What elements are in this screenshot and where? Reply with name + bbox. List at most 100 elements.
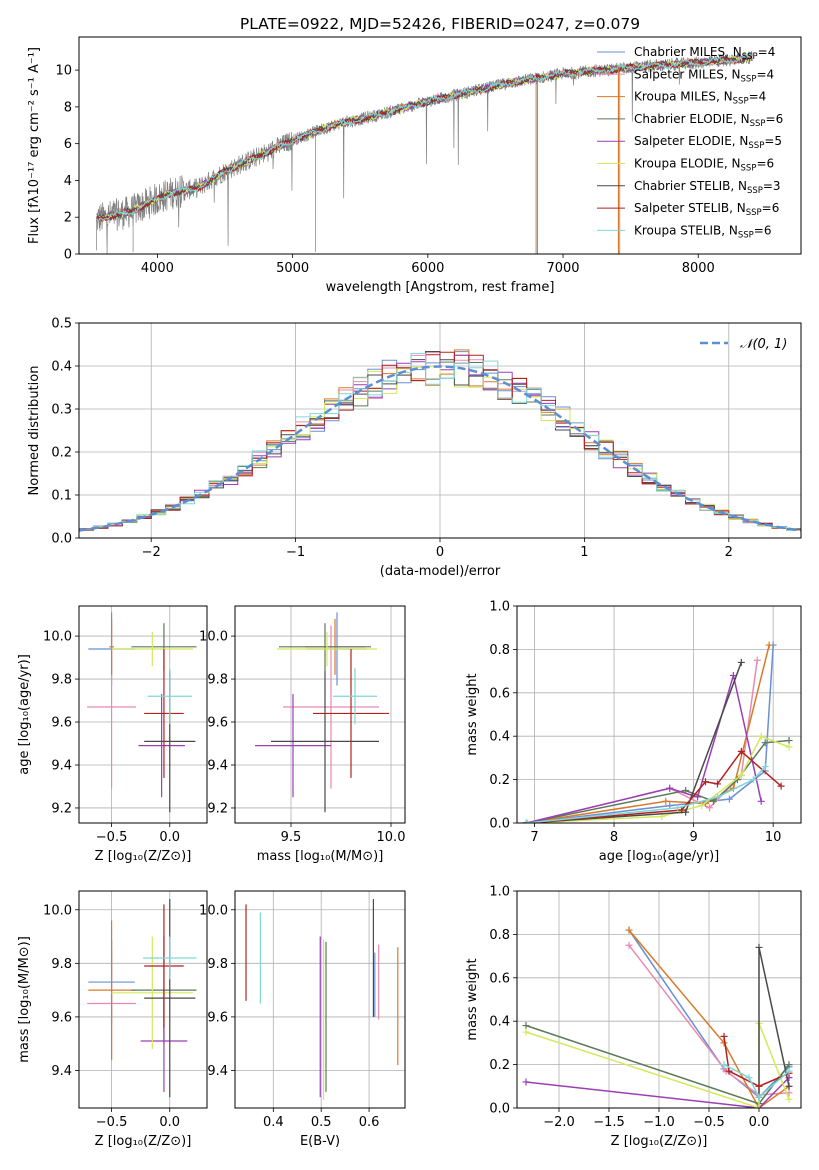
y-axis-label: age [log₁₀(age/yr)] xyxy=(17,654,32,775)
errorbar-point xyxy=(283,625,379,789)
model-spectrum xyxy=(96,53,753,222)
x-axis: −2.0 −1.5 −1.0 −0.5 0.0 xyxy=(543,1108,769,1130)
x-axis-label: mass [log₁₀(M/M⊙)] xyxy=(257,849,384,864)
x-tick-label: 0.0 xyxy=(159,830,180,845)
y-tick-label: 10 xyxy=(55,64,72,79)
weight-marker xyxy=(737,771,745,779)
x-tick-label: 2 xyxy=(725,545,733,560)
errorbar-point xyxy=(143,936,197,980)
errorbar-point xyxy=(277,631,377,667)
weight-marker xyxy=(674,804,682,812)
legend: 𝒩(0, 1) xyxy=(700,337,787,352)
axes-weight-vs-Z: −2.0 −1.5 −1.0 −0.5 0.0 0.0 0.2 0.4 0.6 0.8 1.0 Z [… xyxy=(465,885,802,1149)
weight-marker xyxy=(755,1082,763,1090)
x-tick-label: 4000 xyxy=(141,261,174,276)
axes-mass-vs-Z: −0.5 0.0 9.4 9.6 9.8 10.0 Z [log₁₀(Z/Z⊙)] mass … xyxy=(17,890,208,1149)
x-tick-label: 7000 xyxy=(546,261,579,276)
x-tick-label: −2 xyxy=(142,545,161,560)
axes-spectrum: 4000 5000 6000 7000 8000 0 2 4 6 8 10 wavelength [A… xyxy=(27,36,802,295)
y-tick-label: 6 xyxy=(64,137,72,152)
y-tick-label: 9.4 xyxy=(51,758,72,773)
y-tick-label: 0.8 xyxy=(489,928,510,943)
weight-line xyxy=(723,1036,790,1088)
y-tick-label: 0.5 xyxy=(51,317,72,332)
weight-marker xyxy=(698,802,706,810)
plot-area xyxy=(255,612,389,813)
weight-marker xyxy=(757,797,765,805)
weight-marker xyxy=(720,1061,728,1069)
errorbar-point xyxy=(279,623,371,671)
y-tick-label: 9.2 xyxy=(51,801,72,816)
y-tick-label: 9.8 xyxy=(207,673,228,688)
y-tick-label: 0.2 xyxy=(489,1058,510,1073)
weight-line xyxy=(526,735,790,823)
y-tick-label: 0.6 xyxy=(489,971,510,986)
y-axis-label: mass [log₁₀(M/M⊙)] xyxy=(17,936,32,1063)
y-tick-label: 9.2 xyxy=(207,801,228,816)
weight-marker xyxy=(522,1028,530,1036)
weight-line xyxy=(628,944,790,1096)
axes-age-vs-mass: 9.5 10.0 9.2 9.4 9.6 9.8 10.0 mass [log₁₀(M/M⊙)… xyxy=(199,605,406,864)
y-axis: 9.2 9.4 9.6 9.8 10.0 xyxy=(43,630,79,816)
x-axis: 7 8 9 10 xyxy=(530,823,781,845)
x-tick-label: −1.5 xyxy=(593,1115,625,1130)
x-tick-label: 0.0 xyxy=(749,1115,770,1130)
weight-marker xyxy=(678,806,686,814)
x-tick-label: 0.6 xyxy=(359,1115,380,1130)
x-axis-label: Z [log₁₀(Z/Z⊙)] xyxy=(95,1134,192,1149)
plot-area xyxy=(522,926,793,1108)
legend-entry: Chabrier ELODIE, NSSP=6 xyxy=(634,112,783,129)
x-tick-label: 10 xyxy=(765,830,782,845)
x-axis: 9.5 10.0 xyxy=(281,823,405,845)
errorbar-point xyxy=(88,920,135,1060)
y-tick-label: 9.6 xyxy=(207,1010,228,1025)
weight-marker xyxy=(753,656,761,664)
x-axis: 4000 5000 6000 7000 8000 xyxy=(141,254,715,276)
y-axis-label: Flux [fλ10⁻¹⁷ erg cm⁻² s⁻¹ A⁻¹] xyxy=(27,47,42,244)
y-tick-label: 9.6 xyxy=(51,1010,72,1025)
y-tick-label: 9.4 xyxy=(207,1064,228,1079)
y-tick-label: 0.2 xyxy=(489,773,510,788)
weight-marker xyxy=(720,1032,728,1040)
y-tick-label: 2 xyxy=(64,211,72,226)
legend: Chabrier MILES, NSSP=4 Salpeter MILES, NS… xyxy=(597,45,783,240)
x-axis-label: Z [log₁₀(Z/Z⊙)] xyxy=(611,1134,708,1149)
weight-marker xyxy=(755,943,763,951)
x-tick-label: −0.5 xyxy=(693,1115,725,1130)
y-tick-label: 0.0 xyxy=(489,1102,510,1117)
weight-marker xyxy=(785,743,793,751)
weight-marker xyxy=(745,1074,753,1082)
x-axis: −2 −1 0 1 2 xyxy=(142,538,733,560)
y-tick-label: 9.4 xyxy=(51,1064,72,1079)
y-tick-label: 0.0 xyxy=(51,532,72,547)
y-tick-label: 10.0 xyxy=(199,903,228,918)
errorbar-point xyxy=(111,936,194,1050)
y-tick-label: 10.0 xyxy=(43,903,72,918)
legend-entry: Chabrier STELIB, NSSP=3 xyxy=(634,179,781,196)
x-tick-label: −0.5 xyxy=(96,830,128,845)
y-tick-label: 0.6 xyxy=(489,686,510,701)
plot-area xyxy=(87,612,197,813)
x-axis-label: age [log₁₀(age/yr)] xyxy=(599,849,720,864)
legend-entry: Salpeter STELIB, NSSP=6 xyxy=(634,201,779,218)
plot-area xyxy=(79,349,801,532)
axes-age-vs-Z: −0.5 0.0 9.2 9.4 9.6 9.8 10.0 Z [log₁₀(Z/Z⊙)] ag… xyxy=(17,605,208,864)
y-axis: 9.4 9.6 9.8 10.0 xyxy=(43,903,79,1079)
weight-line xyxy=(526,750,782,823)
weight-marker xyxy=(522,1022,530,1030)
plot-area xyxy=(245,899,399,1100)
x-tick-label: 9.5 xyxy=(281,830,302,845)
weight-marker xyxy=(713,780,721,788)
y-axis: 0.0 0.2 0.4 0.6 0.8 1.0 xyxy=(489,600,517,832)
axes-frame xyxy=(234,890,406,1109)
y-tick-label: 1.0 xyxy=(489,600,510,615)
weight-marker xyxy=(757,732,765,740)
weight-line xyxy=(525,1023,790,1108)
weight-line xyxy=(526,675,762,823)
y-tick-label: 0.4 xyxy=(489,1015,510,1030)
weight-marker xyxy=(777,782,785,790)
axes-frame xyxy=(78,36,802,255)
weight-marker xyxy=(761,739,769,747)
x-tick-label: 8 xyxy=(610,830,618,845)
weight-marker xyxy=(785,1061,793,1069)
